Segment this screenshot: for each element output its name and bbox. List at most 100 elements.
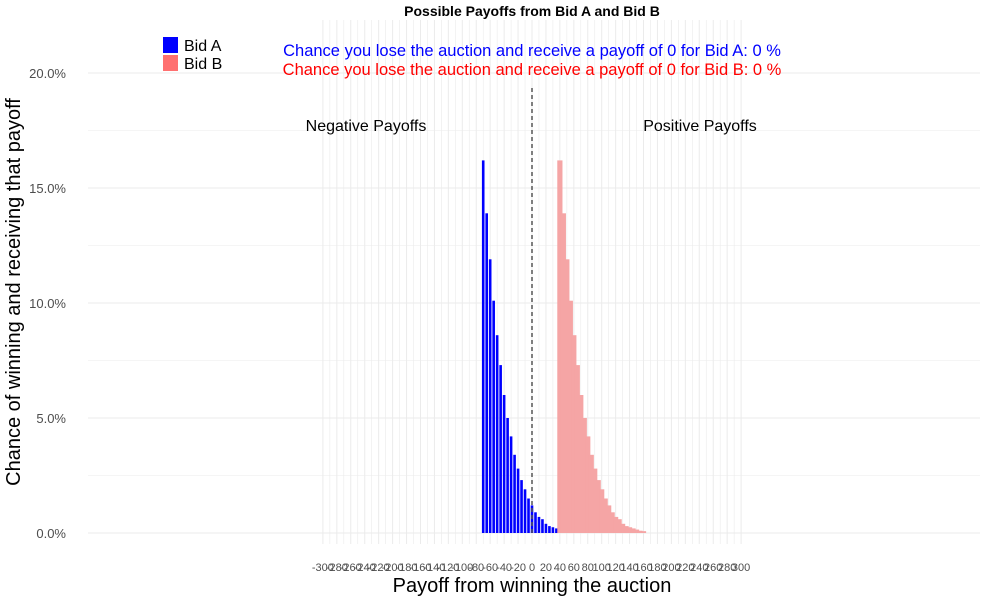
x-tick-label: -80 bbox=[468, 562, 484, 574]
bar bbox=[523, 489, 527, 533]
x-tick-label: 80 bbox=[582, 562, 594, 574]
y-tick-label: 5.0% bbox=[36, 411, 66, 426]
bar bbox=[560, 213, 566, 534]
bar bbox=[527, 498, 530, 533]
bar bbox=[581, 418, 587, 533]
bar bbox=[616, 519, 622, 533]
x-tick-labels: -300-280-260-240-220-200-180-160-140-120… bbox=[312, 562, 750, 574]
bar bbox=[541, 519, 544, 533]
bar bbox=[502, 395, 506, 533]
bar bbox=[499, 365, 502, 533]
bar bbox=[626, 527, 633, 533]
bar bbox=[492, 300, 495, 533]
bar bbox=[588, 454, 594, 533]
chart-title: Possible Payoffs from Bid A and Bid B bbox=[404, 3, 660, 19]
bar bbox=[613, 516, 619, 533]
x-tick-label: -260 bbox=[340, 562, 362, 574]
x-tick-label: 0 bbox=[529, 562, 535, 574]
annotation-bid-a: Chance you lose the auction and receive … bbox=[283, 42, 781, 60]
x-tick-label: 200 bbox=[662, 562, 680, 574]
bar bbox=[630, 528, 636, 533]
bar bbox=[513, 454, 516, 533]
y-tick-label: 15.0% bbox=[29, 181, 66, 196]
legend-swatch-bid-a bbox=[163, 37, 178, 53]
bar bbox=[602, 498, 608, 533]
bar bbox=[564, 259, 570, 533]
x-tick-label: -60 bbox=[482, 562, 498, 574]
positive-payoffs-label: Positive Payoffs bbox=[643, 118, 757, 135]
bar bbox=[537, 516, 541, 533]
bar bbox=[520, 480, 523, 533]
bar bbox=[592, 468, 598, 533]
bar bbox=[571, 335, 577, 533]
bar bbox=[481, 160, 485, 533]
bar bbox=[620, 523, 626, 533]
x-tick-label: -160 bbox=[409, 562, 431, 574]
x-tick-label: -20 bbox=[510, 562, 526, 574]
negative-payoffs-label: Negative Payoffs bbox=[306, 118, 427, 135]
bar bbox=[488, 259, 492, 533]
x-tick-label: 240 bbox=[690, 562, 708, 574]
x-tick-label: -200 bbox=[382, 562, 404, 574]
bar bbox=[530, 505, 534, 533]
bar bbox=[534, 512, 537, 533]
legend-label-bid-b: Bid B bbox=[184, 56, 222, 73]
y-tick-label: 20.0% bbox=[29, 66, 66, 81]
legend: Bid A Bid B bbox=[163, 37, 222, 73]
bar bbox=[599, 489, 605, 533]
bar bbox=[551, 527, 555, 533]
y-axis-title: Chance of winning and receiving that pay… bbox=[3, 98, 25, 486]
x-tick-label: 40 bbox=[554, 562, 566, 574]
bar bbox=[595, 480, 601, 533]
bid-b-bars bbox=[557, 160, 647, 534]
bar bbox=[640, 531, 647, 533]
x-tick-label: 280 bbox=[718, 562, 736, 574]
x-tick-label: 20 bbox=[540, 562, 552, 574]
bar bbox=[623, 526, 629, 533]
x-tick-label: -100 bbox=[451, 562, 473, 574]
bar bbox=[506, 418, 509, 533]
bar bbox=[495, 335, 499, 533]
annotation-bid-b: Chance you lose the auction and receive … bbox=[283, 61, 782, 79]
x-tick-label: -140 bbox=[423, 562, 445, 574]
x-tick-label: 180 bbox=[648, 562, 666, 574]
x-tick-label: -300 bbox=[312, 562, 334, 574]
x-tick-label: 60 bbox=[568, 562, 580, 574]
bar bbox=[485, 213, 488, 534]
legend-swatch-bid-b bbox=[163, 55, 178, 71]
bar bbox=[509, 436, 513, 533]
x-tick-label: 160 bbox=[634, 562, 652, 574]
x-tick-label: -120 bbox=[437, 562, 459, 574]
y-tick-label: 10.0% bbox=[29, 296, 66, 311]
x-tick-label: -280 bbox=[326, 562, 348, 574]
x-tick-label: -240 bbox=[354, 562, 376, 574]
x-tick-label: 140 bbox=[620, 562, 638, 574]
y-tick-labels: 0.0% 5.0% 10.0% 15.0% 20.0% bbox=[29, 66, 66, 541]
grid-lines bbox=[88, 20, 980, 544]
x-tick-label: 300 bbox=[732, 562, 750, 574]
bid-a-bars bbox=[481, 160, 569, 534]
bar bbox=[516, 468, 520, 533]
legend-label-bid-a: Bid A bbox=[184, 38, 222, 55]
bar bbox=[548, 526, 551, 533]
x-axis-title: Payoff from winning the auction bbox=[393, 575, 672, 597]
bar bbox=[544, 523, 548, 533]
bar bbox=[606, 505, 612, 533]
bar bbox=[567, 300, 573, 533]
bar bbox=[637, 530, 643, 533]
bar bbox=[609, 512, 615, 533]
bar bbox=[633, 529, 640, 533]
bar bbox=[585, 436, 591, 533]
x-tick-label: 260 bbox=[704, 562, 722, 574]
bar bbox=[578, 395, 584, 533]
x-tick-label: -40 bbox=[496, 562, 512, 574]
bar bbox=[555, 528, 558, 533]
bar bbox=[557, 160, 563, 533]
x-tick-label: 100 bbox=[593, 562, 611, 574]
y-tick-label: 0.0% bbox=[36, 526, 66, 541]
x-tick-label: 120 bbox=[606, 562, 624, 574]
bar bbox=[574, 365, 580, 533]
x-tick-label: -220 bbox=[368, 562, 390, 574]
x-tick-label: -180 bbox=[396, 562, 418, 574]
